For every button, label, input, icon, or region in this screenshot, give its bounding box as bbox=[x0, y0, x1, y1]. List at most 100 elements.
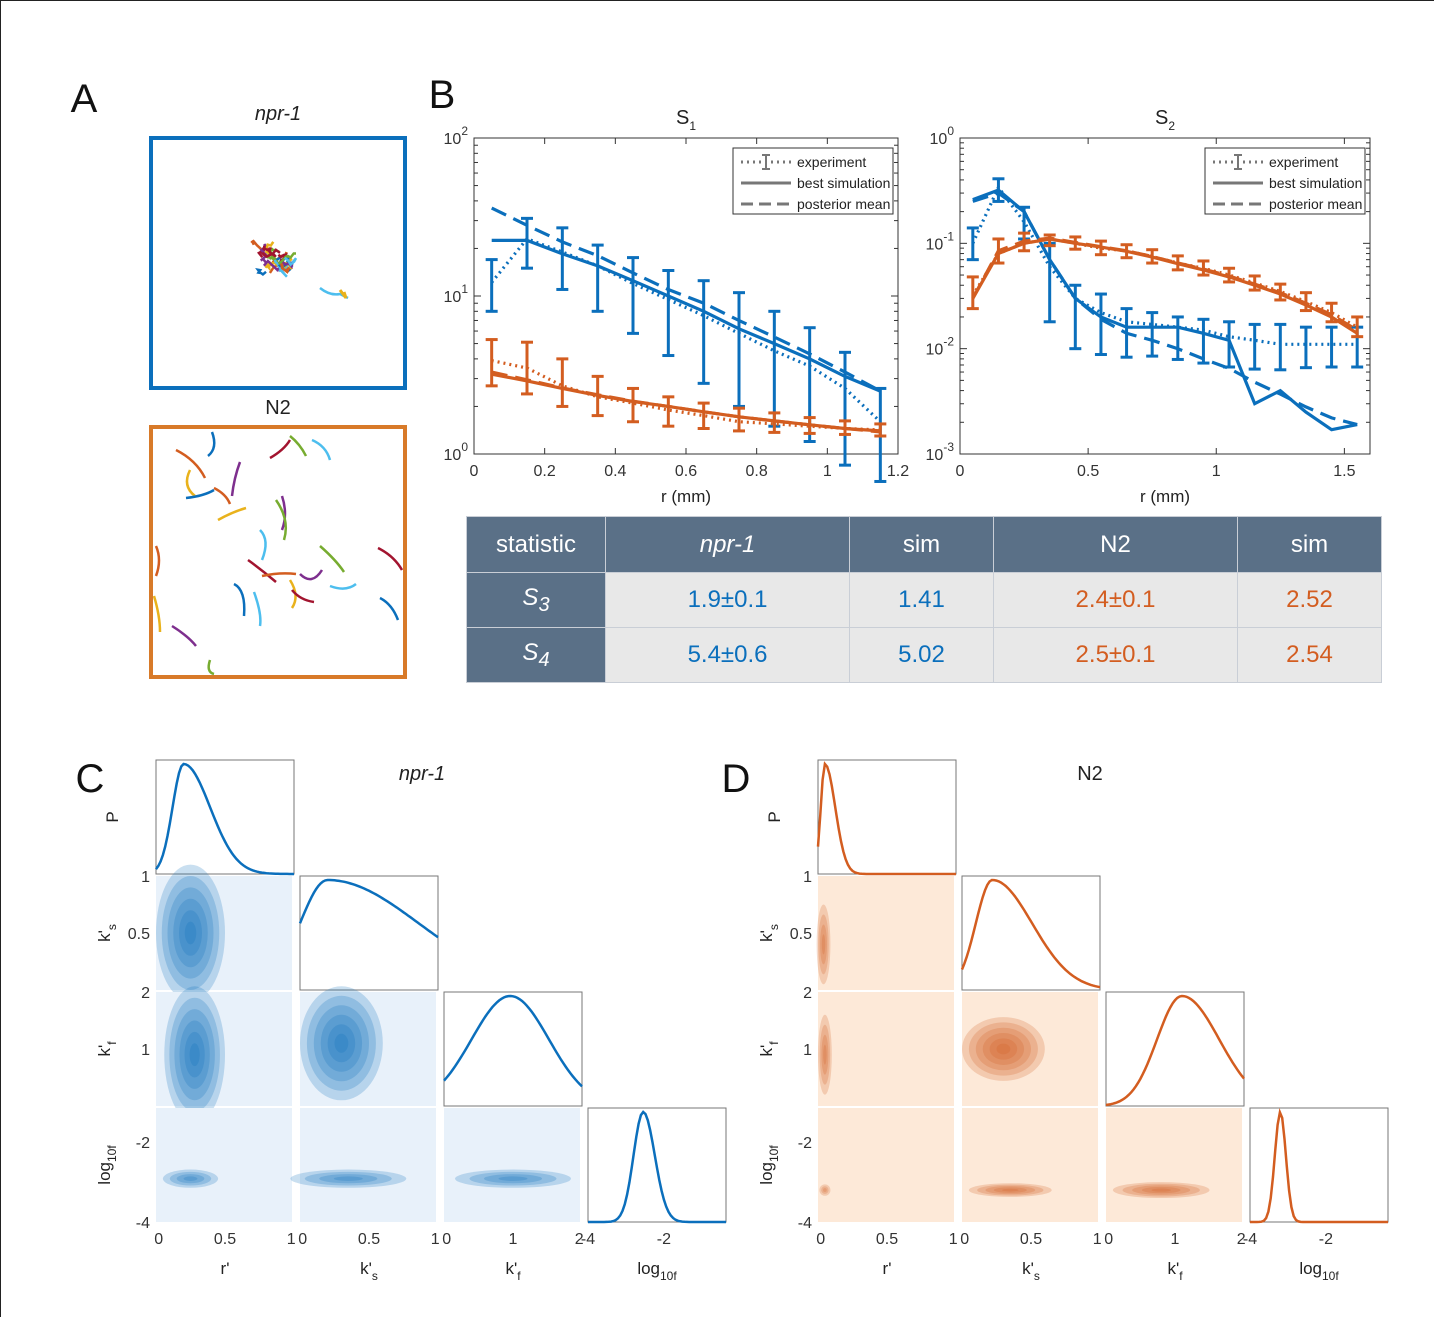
marginal-box bbox=[299, 875, 439, 991]
density-contour bbox=[290, 1169, 407, 1188]
density-contour bbox=[169, 997, 220, 1112]
y-tick-label: 102 bbox=[444, 124, 469, 148]
density-contour bbox=[818, 1014, 832, 1095]
corner-plot-npr1: P10.521-2-40 0.5 1 0 0.5 1 0 1 2-4 -2r'npr-1 bbox=[103, 759, 727, 1278]
y-tick-label: 0.5 bbox=[128, 926, 150, 943]
y-tick-label: 10-3 bbox=[926, 440, 955, 464]
density-contour bbox=[820, 924, 827, 965]
density-contour bbox=[821, 1186, 829, 1194]
worm-track bbox=[175, 448, 207, 479]
panel-label-d: D bbox=[722, 757, 751, 801]
x-axis-label: k'f bbox=[1167, 1259, 1183, 1283]
y-tick-label: 100 bbox=[930, 124, 955, 148]
x-tick-label: 0 bbox=[470, 463, 479, 480]
x-tick-label: 0 bbox=[1104, 1231, 1113, 1248]
worm-track bbox=[252, 591, 262, 627]
density-contour bbox=[161, 876, 220, 990]
x-axis-label: r' bbox=[221, 1259, 230, 1278]
y-tick-label: -4 bbox=[798, 1215, 812, 1232]
table-cell: 1.41 bbox=[849, 572, 994, 628]
arena-label-npr1: npr-1 bbox=[255, 103, 301, 125]
worm-track bbox=[279, 262, 291, 274]
panel-label-b: B bbox=[429, 73, 456, 117]
worm-track bbox=[213, 486, 232, 505]
table-cell: 2.52 bbox=[1237, 572, 1382, 628]
worm-track bbox=[291, 589, 315, 604]
density-contour bbox=[304, 1171, 392, 1186]
worm-track bbox=[277, 252, 296, 265]
density-contour bbox=[975, 1027, 1031, 1071]
x-tick-label: 1 bbox=[1171, 1231, 1180, 1248]
table-header-sim-npr1: sim bbox=[849, 516, 994, 573]
marginal-curve bbox=[588, 1110, 726, 1224]
density-contour bbox=[164, 986, 225, 1124]
y-label-p: P bbox=[765, 811, 784, 822]
density-contour bbox=[818, 914, 829, 975]
density-contour bbox=[1112, 1182, 1210, 1199]
density-contour bbox=[300, 986, 383, 1101]
density-contour bbox=[179, 910, 202, 956]
corner-plot-n2: P10.521-2-40 0.5 1 0 0.5 1 0 1 2-4 -2r'N2 bbox=[765, 759, 1389, 1278]
x-tick-label: -2 bbox=[657, 1231, 671, 1248]
y-tick-label: -2 bbox=[798, 1135, 812, 1152]
x-tick-label: 0 bbox=[298, 1231, 307, 1248]
density-contour bbox=[333, 1176, 363, 1181]
y-tick-label: 10-2 bbox=[926, 335, 955, 359]
y-axis-label: k'f bbox=[757, 1041, 781, 1057]
worm-track bbox=[338, 289, 348, 299]
x-axis-label: r' bbox=[883, 1259, 892, 1278]
series-line-blue-best bbox=[491, 238, 881, 393]
table-cell: 2.54 bbox=[1237, 627, 1382, 683]
worm-track bbox=[261, 245, 274, 259]
worm-track bbox=[185, 488, 215, 500]
density-contour bbox=[996, 1043, 1011, 1055]
density-contour bbox=[173, 898, 208, 968]
density-contour bbox=[1151, 1188, 1171, 1192]
marginal-curve bbox=[443, 994, 583, 1088]
joint-density-cell bbox=[156, 1108, 292, 1222]
density-contour bbox=[334, 1033, 349, 1053]
x-axis-label: r (mm) bbox=[1140, 487, 1190, 506]
table-header-row: statistic npr-1 sim N2 sim bbox=[466, 516, 1382, 573]
x-axis-label: log10f bbox=[637, 1259, 677, 1283]
worm-track bbox=[274, 499, 287, 541]
density-contour bbox=[968, 1022, 1038, 1076]
y-tick-label: -4 bbox=[136, 1215, 150, 1232]
joint-density-cell bbox=[818, 992, 954, 1106]
table-row: S3 1.9±0.1 1.41 2.4±0.1 2.52 bbox=[466, 572, 1382, 628]
worm-track bbox=[207, 659, 215, 676]
worm-track bbox=[207, 431, 216, 457]
table-header-npr1: npr-1 bbox=[604, 516, 851, 573]
density-contour bbox=[989, 1038, 1018, 1060]
density-contour bbox=[1002, 1188, 1019, 1192]
x-tick-label: -4 bbox=[1243, 1231, 1257, 1248]
worm-track bbox=[233, 582, 246, 617]
worm-track bbox=[311, 438, 332, 461]
density-contour bbox=[319, 1174, 378, 1184]
x-axis-label: r (mm) bbox=[661, 487, 711, 506]
x-tick-label: 1.5 bbox=[1333, 463, 1355, 480]
x-tick-label: 0.5 bbox=[876, 1231, 898, 1248]
y-tick-label: 10-1 bbox=[926, 229, 955, 253]
joint-density-cell bbox=[1106, 1108, 1242, 1222]
x-tick-label: -4 bbox=[581, 1231, 595, 1248]
x-tick-label: 0.6 bbox=[675, 463, 697, 480]
statistics-table: statistic npr-1 sim N2 sim S3 1.9±0.1 1.… bbox=[466, 516, 1382, 683]
worm-track bbox=[171, 624, 197, 647]
x-tick-label: 0 bbox=[960, 1231, 969, 1248]
density-contour bbox=[1141, 1186, 1181, 1194]
worm-track bbox=[154, 545, 161, 577]
marginal-curve bbox=[298, 878, 439, 939]
arena-label-n2: N2 bbox=[265, 397, 291, 419]
density-contour bbox=[484, 1174, 542, 1184]
series-line-blue-posterior bbox=[972, 191, 1358, 427]
density-contour bbox=[962, 1017, 1045, 1081]
density-contour bbox=[183, 1176, 198, 1181]
table-cell: 1.9±0.1 bbox=[604, 572, 851, 628]
x-tick-label: 1 bbox=[287, 1231, 296, 1248]
density-contour bbox=[968, 1183, 1052, 1197]
panel-label-c: C bbox=[76, 757, 105, 801]
table-row: S4 5.4±0.6 5.02 2.5±0.1 2.54 bbox=[466, 627, 1382, 683]
x-tick-label: 1 bbox=[1093, 1231, 1102, 1248]
